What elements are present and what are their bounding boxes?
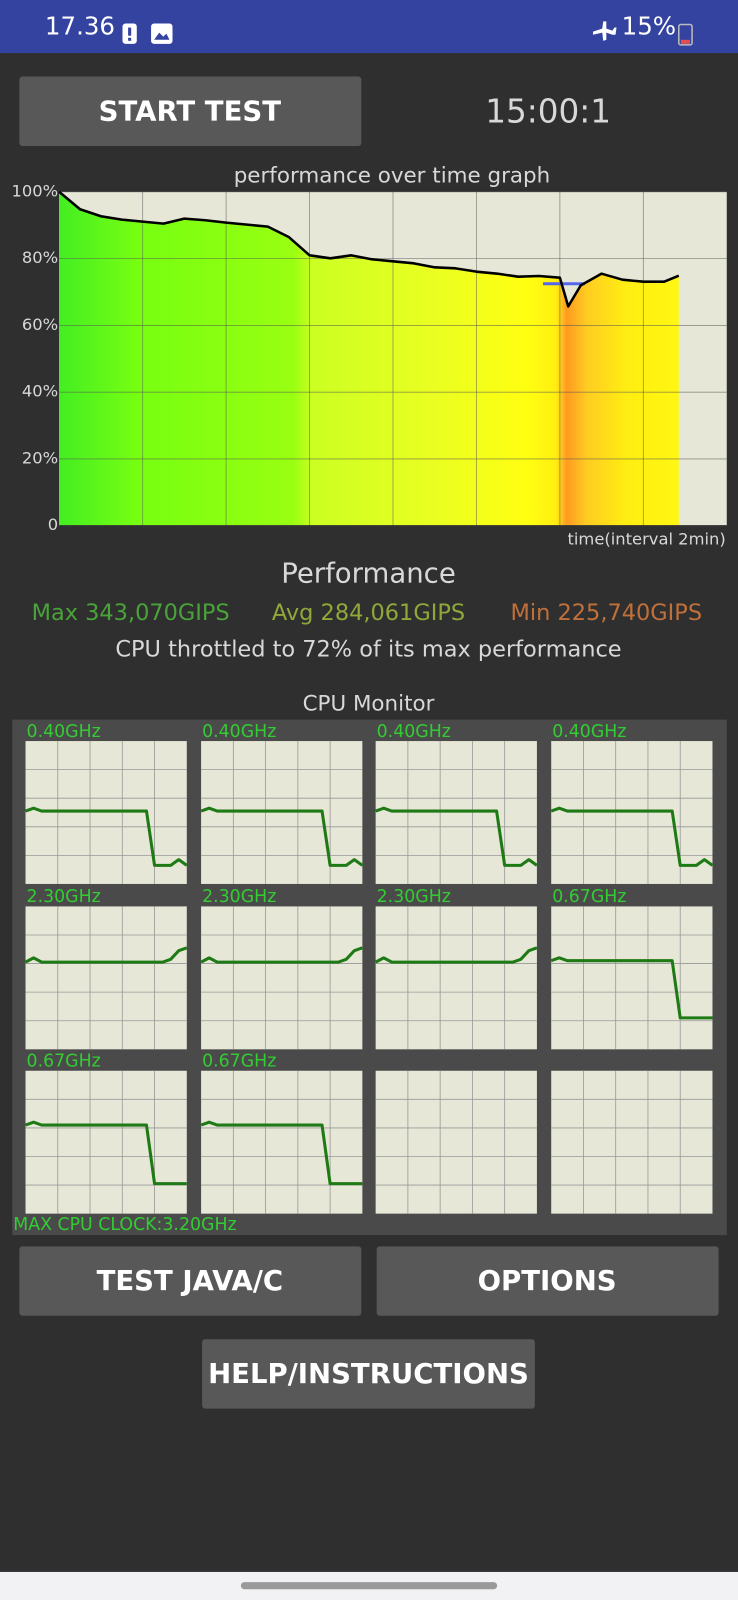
core-frequency-line [375, 806, 538, 867]
y-tick-label: 100% [11, 181, 58, 200]
core-graph-background [375, 1070, 537, 1214]
battery-icon [678, 23, 693, 46]
core-graph-background [551, 1070, 713, 1214]
core-graph-background [551, 906, 713, 1050]
core-frequency-label: 0.67GHz [27, 1052, 101, 1072]
airplane-icon [593, 21, 617, 41]
core-frequency-label: 0.40GHz [552, 722, 626, 742]
core-frequency-line [200, 946, 363, 964]
core-frequency-line [550, 806, 714, 867]
core-frequency-label: 2.30GHz [27, 887, 101, 907]
core-frequency-line [200, 1120, 363, 1186]
battery-fill [680, 39, 691, 44]
performance-chart: performance over time graph 0 20% 40% 60% 80%… [11, 164, 727, 548]
x-axis-label: time(interval 2min) [567, 529, 725, 548]
battery-level: 15% [622, 12, 676, 41]
alert-icon-mark [128, 27, 132, 36]
options-button[interactable] [376, 1246, 719, 1316]
core-frequency-label: 2.30GHz [377, 887, 451, 907]
options-label[interactable]: OPTIONS [478, 1265, 617, 1297]
home-handle[interactable] [240, 1582, 498, 1590]
y-tick-label: 0 [48, 515, 58, 534]
core-frequency-label: 0.40GHz [377, 722, 451, 742]
core-frequency-label: 0.67GHz [552, 887, 626, 907]
core-graph-background [25, 906, 187, 1050]
performance-title: Performance [281, 558, 456, 590]
avg-performance: Avg 284,061GIPS [272, 600, 465, 626]
core-graph-background [25, 1070, 187, 1214]
core-frequency-line [200, 806, 364, 867]
cpu-monitor-title: CPU Monitor [303, 691, 435, 716]
y-tick-label: 20% [22, 448, 58, 467]
core-graph-background [201, 906, 363, 1050]
core-graph-background [201, 1070, 363, 1214]
image-icon [151, 23, 173, 44]
core-graph-background [375, 906, 537, 1050]
min-performance: Min 225,740GIPS [511, 600, 703, 626]
y-tick-label: 40% [22, 382, 58, 401]
chart-title: performance over time graph [234, 164, 551, 189]
core-frequency-line [374, 946, 538, 964]
core-frequency-line [24, 946, 188, 964]
core-frequency-line [25, 806, 188, 867]
help-button[interactable] [202, 1339, 535, 1409]
timer: 15:00:1 [485, 92, 611, 130]
start-test-button[interactable] [19, 76, 362, 146]
throttle-summary: CPU throttled to 72% of its max performa… [115, 637, 621, 663]
test-java-button[interactable] [19, 1246, 362, 1316]
core-frequency-line [550, 956, 713, 1020]
status-time: 17.36 [45, 12, 115, 41]
y-tick-label: 60% [22, 315, 58, 334]
core-frequency-label: 2.30GHz [202, 887, 276, 907]
core-frequency-line [25, 1120, 187, 1186]
core-frequency-label: 0.40GHz [27, 722, 101, 742]
performance-line [58, 190, 680, 308]
core-frequency-label: 0.67GHz [202, 1052, 276, 1072]
core-frequency-label: 0.40GHz [202, 722, 276, 742]
start-test-label[interactable]: START TEST [99, 95, 282, 127]
max-cpu-clock: MAX CPU CLOCK:3.20GHz [13, 1215, 236, 1235]
y-tick-label: 80% [22, 248, 58, 267]
max-performance: Max 343,070GIPS [32, 600, 230, 626]
test-java-label[interactable]: TEST JAVA/C [97, 1265, 284, 1297]
performance-area [59, 191, 679, 526]
alert-icon-dot [128, 37, 132, 41]
help-label[interactable]: HELP/INSTRUCTIONS [208, 1358, 529, 1390]
cpu-monitor: 0.40GHz 0.40GHz 0.40GHz 0.40GHz 2.30GHz 2.30G… [24, 722, 714, 1214]
